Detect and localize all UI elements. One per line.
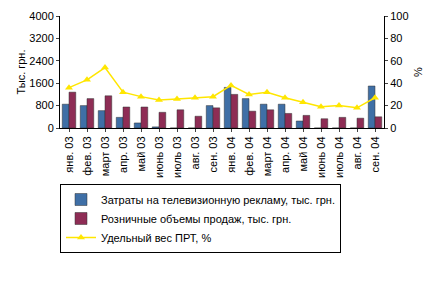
svg-text:100: 100 xyxy=(390,10,408,22)
svg-text:%: % xyxy=(412,67,424,77)
svg-text:июль 04: июль 04 xyxy=(333,136,345,178)
svg-text:2400: 2400 xyxy=(29,55,53,67)
svg-text:40: 40 xyxy=(390,77,402,89)
svg-text:апр. 03: апр. 03 xyxy=(117,136,129,173)
svg-text:сен. 03: сен. 03 xyxy=(207,136,219,172)
svg-text:Тыс. грн.: Тыс. грн. xyxy=(15,49,27,94)
svg-text:800: 800 xyxy=(35,99,53,111)
svg-text:март 03: март 03 xyxy=(99,136,111,176)
svg-text:3200: 3200 xyxy=(29,32,53,44)
svg-text:янв. 03: янв. 03 xyxy=(63,136,75,172)
svg-text:Розничные объемы продаж, тыс.: Розничные объемы продаж, тыс. грн. xyxy=(101,213,291,225)
svg-text:Удельный вес ПРТ, %: Удельный вес ПРТ, % xyxy=(101,232,211,244)
svg-text:авг. 03: авг. 03 xyxy=(189,136,201,169)
svg-text:фев. 03: фев. 03 xyxy=(81,136,93,175)
svg-text:0: 0 xyxy=(390,122,396,134)
svg-text:апр. 04: апр. 04 xyxy=(279,136,291,173)
svg-text:1600: 1600 xyxy=(29,77,53,89)
svg-text:фев. 04: фев. 04 xyxy=(243,136,255,175)
svg-text:июль 03: июль 03 xyxy=(171,136,183,178)
svg-text:Затраты на телевизионную рекла: Затраты на телевизионную рекламу, тыс. г… xyxy=(101,194,335,206)
svg-text:май 04: май 04 xyxy=(297,136,309,171)
svg-text:4000: 4000 xyxy=(29,10,53,22)
svg-text:янв. 04: янв. 04 xyxy=(225,136,237,172)
svg-text:июнь 03: июнь 03 xyxy=(153,136,165,178)
svg-text:0: 0 xyxy=(48,122,54,134)
svg-text:июнь 04: июнь 04 xyxy=(315,136,327,178)
svg-text:авг. 04: авг. 04 xyxy=(351,136,363,169)
svg-text:60: 60 xyxy=(390,55,402,67)
svg-text:сен. 04: сен. 04 xyxy=(369,136,381,172)
svg-text:80: 80 xyxy=(390,32,402,44)
svg-text:март 04: март 04 xyxy=(261,136,273,176)
svg-text:май 03: май 03 xyxy=(135,136,147,171)
svg-text:20: 20 xyxy=(390,99,402,111)
